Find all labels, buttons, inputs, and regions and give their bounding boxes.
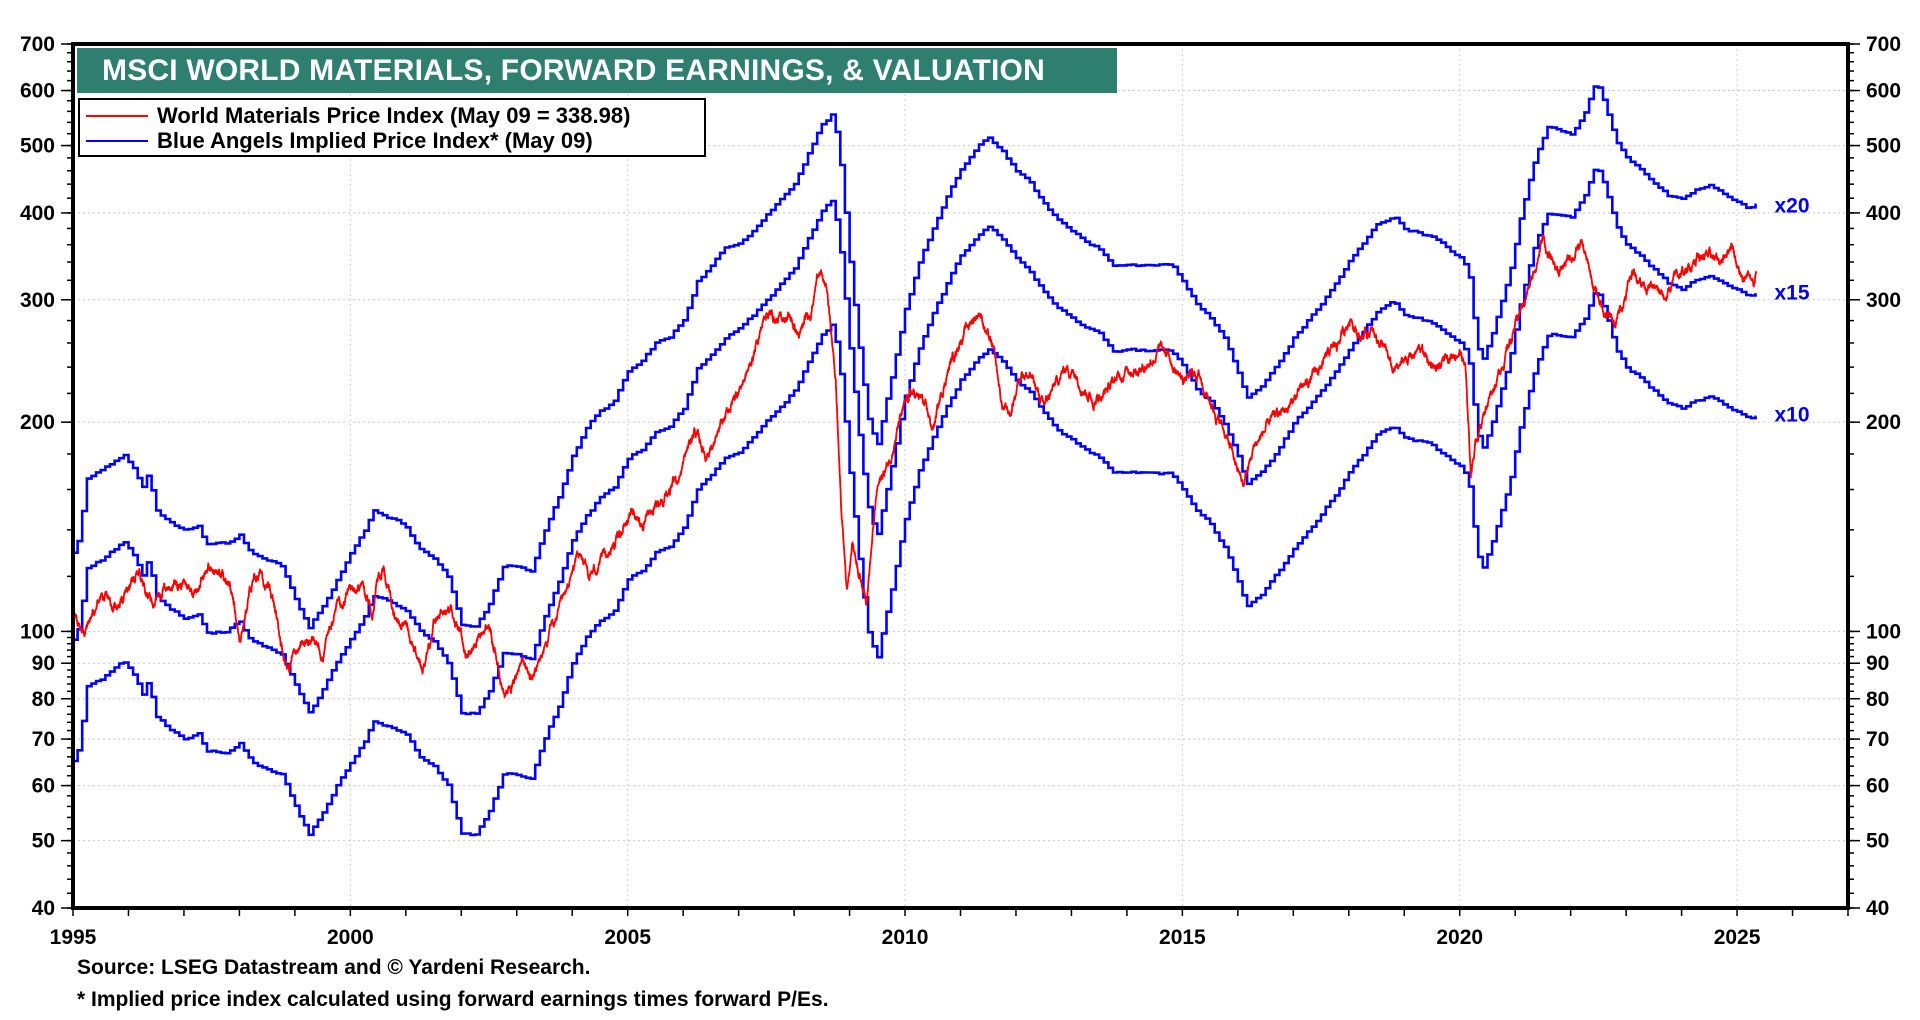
y-tick-label-left: 70: [32, 728, 55, 751]
multiplier-label-x20: x20: [1774, 194, 1809, 217]
legend-item-price-index: World Materials Price Index (May 09 = 33…: [80, 103, 630, 129]
y-tick-label-right: 50: [1866, 830, 1889, 853]
series-implied-x15: [73, 168, 1757, 716]
y-tick-label-right: 300: [1866, 289, 1901, 312]
y-tick-label-left: 90: [32, 652, 55, 675]
legend-item-implied-index: Blue Angels Implied Price Index* (May 09…: [80, 128, 593, 154]
x-tick-label: 2025: [1714, 926, 1761, 949]
y-tick-label-right: 70: [1866, 728, 1889, 751]
y-tick-label-left: 600: [20, 80, 55, 103]
y-tick-label-left: 60: [32, 775, 55, 798]
series-group: [72, 85, 1758, 837]
multiplier-label-x15: x15: [1774, 281, 1809, 304]
y-tick-label-left: 50: [32, 830, 55, 853]
y-tick-label-right: 400: [1866, 202, 1901, 225]
y-tick-label-right: 600: [1866, 80, 1901, 103]
x-tick-label: 2010: [882, 926, 929, 949]
x-tick-label: 1995: [50, 926, 97, 949]
x-axis: 1995 2000 2005 2010 2015 2020 2025: [50, 908, 1849, 949]
x-tick-label: 2000: [327, 926, 374, 949]
legend-swatch-red: [86, 115, 148, 117]
series-implied-x10: [73, 292, 1757, 837]
legend-label: World Materials Price Index (May 09 = 33…: [157, 103, 631, 128]
x-tick-label: 2020: [1436, 926, 1483, 949]
series-implied-x20: [73, 85, 1757, 630]
y-axis-right: 40 50 60 70 80 90 100 200 300 400 500 600 700: [1848, 33, 1901, 920]
y-tick-label-left: 500: [20, 135, 55, 158]
legend-label: Blue Angels Implied Price Index* (May 09…: [157, 128, 593, 153]
chart-title: MSCI WORLD MATERIALS, FORWARD EARNINGS, …: [77, 48, 1117, 93]
y-tick-label-right: 200: [1866, 411, 1901, 434]
source-note: Source: LSEG Datastream and © Yardeni Re…: [77, 956, 591, 979]
y-tick-label-right: 100: [1866, 620, 1901, 643]
y-tick-label-left: 100: [20, 620, 55, 643]
multiplier-label-x10: x10: [1774, 404, 1809, 427]
y-tick-label-right: 60: [1866, 775, 1889, 798]
y-tick-label-left: 200: [20, 411, 55, 434]
y-tick-label-right: 80: [1866, 688, 1889, 711]
y-tick-label-left: 40: [32, 897, 55, 920]
x-tick-label: 2015: [1159, 926, 1206, 949]
legend: World Materials Price Index (May 09 = 33…: [78, 98, 706, 157]
legend-swatch-blue: [86, 140, 148, 142]
y-tick-label-right: 90: [1866, 652, 1889, 675]
y-tick-label-left: 700: [20, 33, 55, 56]
footnote: * Implied price index calculated using f…: [77, 988, 829, 1011]
y-tick-label-left: 80: [32, 688, 55, 711]
y-tick-label-right: 500: [1866, 135, 1901, 158]
y-tick-label-left: 300: [20, 289, 55, 312]
x-tick-label: 2005: [604, 926, 651, 949]
multiplier-labels: x10 x15 x20: [1774, 194, 1809, 426]
y-tick-label-right: 700: [1866, 33, 1901, 56]
series-price-index: [72, 234, 1758, 699]
y-axis-left: 40 50 60 70 80 90 100 200 300 400 500 600 700: [20, 33, 73, 920]
y-tick-label-right: 40: [1866, 897, 1889, 920]
y-tick-label-left: 400: [20, 202, 55, 225]
